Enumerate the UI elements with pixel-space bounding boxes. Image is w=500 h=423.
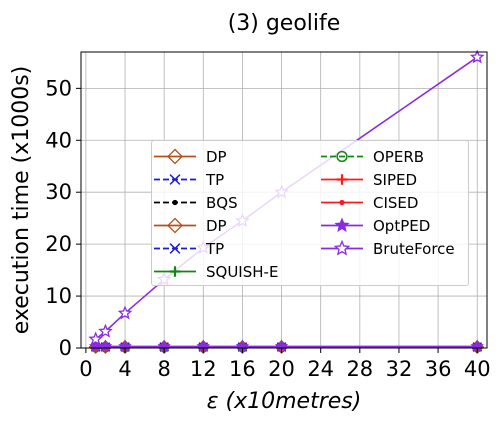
x-tick-label: 8 xyxy=(157,357,170,381)
y-tick-label: 50 xyxy=(45,76,72,100)
series-9 xyxy=(88,339,484,353)
legend-swatch xyxy=(321,150,363,163)
legend-swatch xyxy=(321,174,363,185)
legend-label: OPERB xyxy=(373,148,425,166)
x-tick-label: 36 xyxy=(425,357,452,381)
legend-marker xyxy=(169,266,181,277)
legend-swatch xyxy=(321,239,363,256)
legend-swatch xyxy=(321,217,363,233)
axis-ticks: 0 4 8 12 16 20 24 28 32 36 40 0 10 20 30 40 50 xyxy=(45,76,490,381)
legend-label: SQUISH-E xyxy=(206,263,279,281)
legend-swatch xyxy=(154,199,196,206)
legend-swatch xyxy=(154,266,196,277)
plot-frame xyxy=(80,51,488,349)
y-tick-label: 10 xyxy=(45,284,72,308)
x-tick-label: 28 xyxy=(346,357,373,381)
legend-marker xyxy=(336,174,348,185)
legend-marker xyxy=(333,239,351,256)
legend-label: CISED xyxy=(373,194,419,212)
legend-marker xyxy=(169,174,181,185)
legend-label: SIPED xyxy=(373,171,418,189)
legend: DP TP BQS DP TP SQUISH-E OPERB SIPED CISED OptPE… xyxy=(151,140,469,286)
legend-swatch xyxy=(154,148,196,165)
legend-label: BruteForce xyxy=(373,240,455,258)
x-tick-label: 0 xyxy=(79,357,92,381)
data-point xyxy=(469,49,485,64)
data-point xyxy=(98,323,113,338)
data-point xyxy=(117,305,133,320)
legend-marker xyxy=(172,199,178,206)
data-point xyxy=(88,331,103,346)
legend-label: TP xyxy=(206,240,225,258)
chart-title: (3) geolife xyxy=(228,11,341,36)
legend-label: DP xyxy=(206,217,227,235)
x-tick-label: 16 xyxy=(229,357,256,381)
x-tick-label: 24 xyxy=(307,357,334,381)
legend-label: DP xyxy=(206,148,227,166)
legend-label: OptPED xyxy=(373,217,431,235)
legend-swatch xyxy=(154,217,196,234)
legend-marker xyxy=(334,217,350,233)
legend-label: BQS xyxy=(206,194,238,212)
legend-swatch xyxy=(154,174,196,185)
legend-label: TP xyxy=(206,171,225,189)
x-axis-label-rest: (x10metres) xyxy=(226,389,362,414)
legend-marker xyxy=(336,150,348,163)
y-tick-label: 0 xyxy=(59,336,72,360)
legend-marker xyxy=(169,243,181,254)
x-axis-label-symbol: ε xyxy=(207,389,219,414)
legend-swatch xyxy=(154,243,196,254)
x-axis-label: ε (x10metres) xyxy=(207,389,362,414)
y-axis-label: execution time (x1000s) xyxy=(9,66,34,335)
y-tick-label: 20 xyxy=(45,232,72,256)
x-tick-label: 4 xyxy=(118,357,131,381)
data-point xyxy=(98,339,113,353)
legend-marker xyxy=(167,217,183,234)
y-tick-label: 30 xyxy=(45,180,72,204)
x-tick-label: 20 xyxy=(268,357,295,381)
legend-swatch xyxy=(321,199,363,206)
legend-marker xyxy=(167,148,183,165)
x-tick-label: 32 xyxy=(386,357,413,381)
x-tick-label: 40 xyxy=(464,357,491,381)
x-tick-label: 12 xyxy=(190,357,217,381)
legend-marker xyxy=(339,199,345,206)
y-tick-label: 40 xyxy=(45,128,72,152)
